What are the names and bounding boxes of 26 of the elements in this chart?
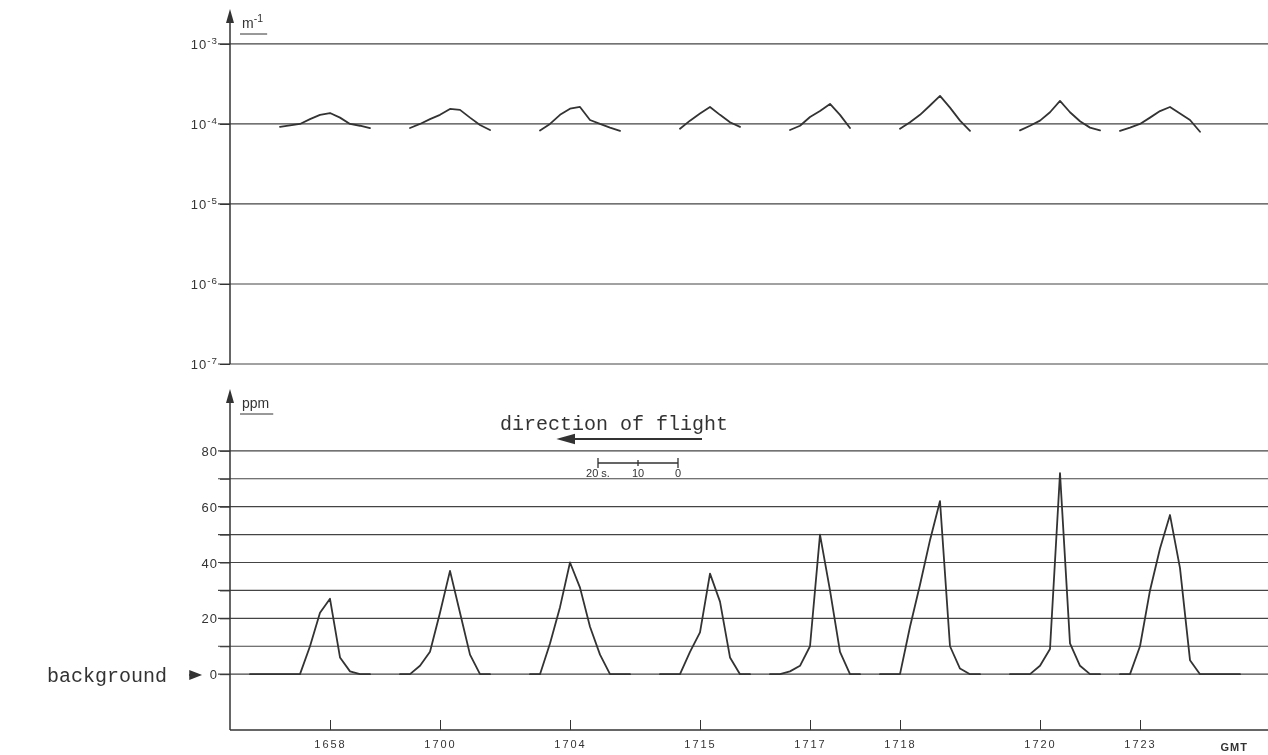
y-tick-label: 10$^{-6}$ <box>190 274 218 293</box>
x-axis-title: GMT <box>1220 741 1248 753</box>
y-axis-title: ppm <box>242 395 270 411</box>
x-tick-label: 1704 <box>554 737 587 750</box>
annotation: 0 <box>674 467 682 479</box>
annotation: 20 s. <box>586 467 610 479</box>
x-tick-label: 1720 <box>1024 737 1057 750</box>
x-tick-label: 1658 <box>314 737 347 750</box>
x-tick-label: 1715 <box>684 737 717 750</box>
x-tick-label: 1723 <box>1124 737 1157 750</box>
annotation: 10 <box>631 467 645 479</box>
y-tick-label: 0 <box>209 667 218 683</box>
y-tick-label: 40 <box>201 555 218 571</box>
y-tick-label: 10$^{-4}$ <box>190 114 218 133</box>
x-tick-label: 1717 <box>794 737 827 750</box>
y-tick-label: 20 <box>201 611 218 627</box>
annotation: direction of flight <box>500 413 729 436</box>
y-axis-title: m$^{-1}$ <box>242 12 264 31</box>
y-tick-label: 10$^{-7}$ <box>190 354 218 373</box>
x-tick-label: 1700 <box>424 737 457 750</box>
y-tick-label: 10$^{-5}$ <box>190 194 218 213</box>
y-tick-label: 80 <box>201 443 218 459</box>
x-tick-label: 1718 <box>884 737 917 750</box>
y-tick-label: 10$^{-3}$ <box>190 34 218 52</box>
text: background <box>46 665 167 688</box>
y-tick-label: 60 <box>201 499 218 515</box>
